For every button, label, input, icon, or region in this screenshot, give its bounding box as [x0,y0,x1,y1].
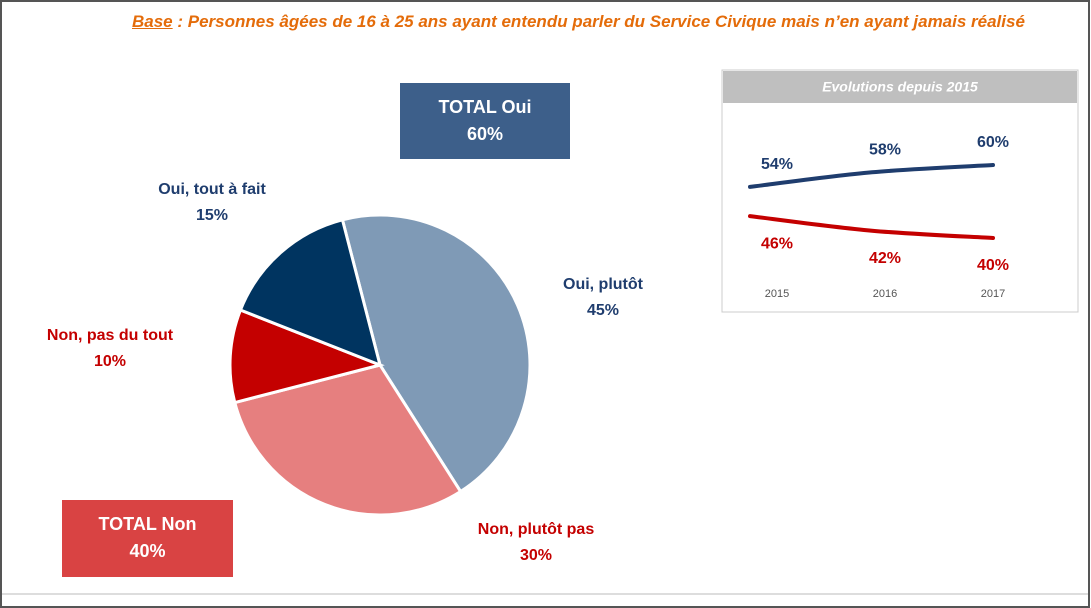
data-label: 42% [869,250,901,267]
total-label: TOTAL Oui [439,97,532,117]
slice-label: Non, pas du tout [47,327,174,344]
series-line [748,214,995,240]
slice-label: Non, plutôt pas [478,521,595,538]
slice-label: Oui, tout à fait [158,181,266,198]
slice-value: 10% [94,353,126,370]
slice-value: 45% [587,302,619,319]
pie-slice [340,213,532,494]
x-tick-label: 2015 [765,288,789,300]
slice-label: Oui, plutôt [563,276,644,293]
inset-header [723,71,1077,103]
series-line [748,163,995,189]
slice-value: 30% [520,547,552,564]
total-box [62,500,233,577]
base-label: Base [132,12,173,31]
data-label: 58% [869,142,901,159]
total-label: TOTAL Non [99,514,197,534]
slice-value: 15% [196,207,228,224]
data-label: 60% [977,134,1009,151]
total-value: 60% [467,124,503,144]
data-label: 54% [761,156,793,173]
data-label: 46% [761,235,793,252]
pie-slice [232,363,463,517]
total-value: 40% [129,541,165,561]
pie-slice [228,308,385,405]
base-text: Base : Personnes âgées de 16 à 25 ans ay… [132,12,1077,32]
x-tick-label: 2017 [981,288,1005,300]
inset-frame [721,69,1079,313]
pie-slice [238,217,383,368]
subtitle: : Personnes âgées de 16 à 25 ans ayant e… [172,12,1025,31]
base-note: Base : Personnes âgées de 16 à 25 ans ay… [132,12,1077,32]
x-tick-label: 2016 [873,288,897,300]
data-label: 40% [977,257,1009,274]
total-box [400,83,570,159]
inset-title: Evolutions depuis 2015 [822,79,978,95]
